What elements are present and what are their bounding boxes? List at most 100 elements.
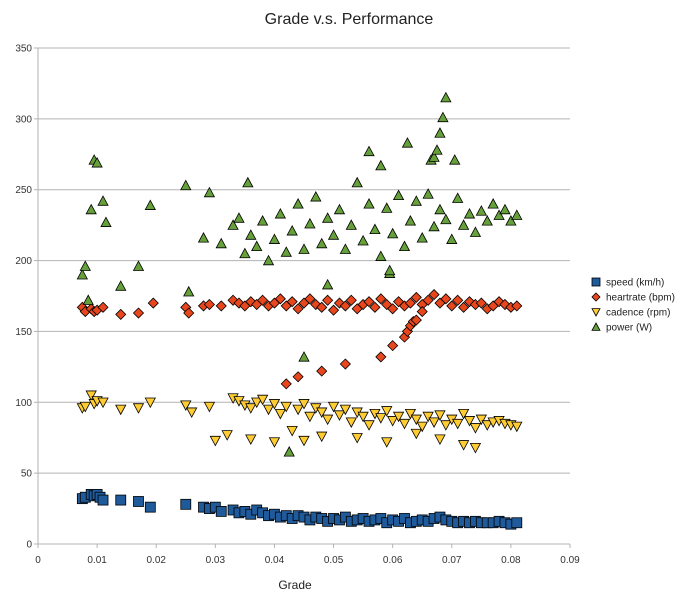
data-point (322, 294, 334, 306)
data-point (132, 307, 145, 319)
data-point (304, 411, 316, 423)
data-point (203, 401, 216, 413)
x-tick-label: 0.02 (146, 555, 166, 566)
data-point (304, 217, 316, 229)
data-point (401, 137, 414, 148)
data-point (422, 188, 434, 199)
data-point (333, 203, 346, 215)
data-point (132, 403, 145, 414)
data-point (493, 209, 505, 220)
y-tick-label: 100 (15, 398, 32, 409)
data-point (431, 144, 443, 155)
data-point (97, 397, 109, 409)
data-point (316, 301, 328, 313)
data-point (115, 280, 127, 291)
data-point (410, 314, 422, 326)
data-point (386, 416, 399, 427)
data-point (215, 237, 227, 249)
y-tick-label: 200 (15, 256, 32, 267)
data-point (511, 300, 523, 312)
data-point (398, 240, 411, 252)
series-3 (76, 91, 523, 457)
data-point (144, 397, 156, 409)
data-point (463, 416, 476, 427)
x-tick-label: 0.06 (383, 555, 403, 566)
data-point (387, 303, 399, 315)
data-point (203, 298, 215, 311)
data-point (440, 213, 452, 225)
data-point (262, 254, 275, 266)
data-point (183, 307, 195, 319)
data-point (316, 365, 328, 377)
data-point (452, 192, 464, 203)
y-tick-label: 300 (15, 114, 32, 125)
data-point (375, 413, 387, 424)
data-point (197, 232, 210, 243)
data-point (180, 400, 192, 411)
x-tick-label: 0.03 (206, 555, 226, 566)
data-point (183, 285, 195, 297)
legend-label: cadence (rpm) (606, 308, 670, 319)
data-point (203, 186, 216, 198)
data-point (345, 294, 357, 306)
data-point (327, 229, 340, 240)
x-tick-label: 0 (35, 555, 41, 566)
data-point (440, 420, 452, 431)
data-point (345, 219, 357, 230)
data-point (363, 198, 375, 209)
data-point (298, 399, 310, 410)
data-point (369, 301, 381, 313)
data-point (115, 494, 127, 506)
data-point (434, 410, 446, 421)
data-point (446, 300, 458, 312)
data-point (268, 437, 281, 448)
data-point (381, 406, 393, 417)
data-point (428, 289, 440, 301)
data-point (339, 243, 352, 254)
legend-label: speed (km/h) (606, 278, 664, 289)
data-point (274, 408, 287, 420)
data-point (422, 411, 434, 423)
data-point (357, 234, 369, 246)
data-point (97, 301, 109, 313)
data-point (404, 215, 417, 226)
data-point (209, 435, 222, 447)
data-point (333, 410, 346, 421)
data-point (452, 294, 464, 306)
data-point (381, 437, 393, 448)
data-point (280, 401, 292, 413)
data-point (100, 216, 112, 227)
data-point (469, 442, 482, 454)
data-point (475, 297, 487, 309)
series-2 (76, 390, 523, 454)
data-point (387, 340, 399, 352)
data-point (363, 145, 375, 157)
data-point (251, 240, 263, 252)
data-point (375, 293, 387, 305)
data-point (437, 111, 449, 123)
data-point (410, 291, 422, 303)
x-tick-label: 0.01 (87, 555, 107, 566)
data-point (375, 159, 387, 171)
data-point (242, 176, 254, 188)
data-point (449, 154, 461, 165)
data-point (310, 190, 322, 202)
data-point (245, 403, 257, 414)
data-point (434, 434, 446, 445)
data-point (298, 435, 310, 447)
data-point (280, 246, 292, 257)
data-point (283, 446, 295, 457)
data-point (132, 260, 145, 271)
data-point (262, 404, 275, 416)
y-tick-label: 250 (15, 185, 32, 196)
data-point (469, 423, 482, 434)
data-point (410, 195, 422, 206)
y-tick-label: 150 (15, 327, 32, 338)
data-point (428, 220, 440, 232)
data-point (481, 215, 493, 226)
series-0 (76, 488, 523, 530)
legend-item: cadence (rpm) (591, 308, 670, 319)
data-point (221, 430, 233, 441)
data-point (469, 226, 482, 237)
